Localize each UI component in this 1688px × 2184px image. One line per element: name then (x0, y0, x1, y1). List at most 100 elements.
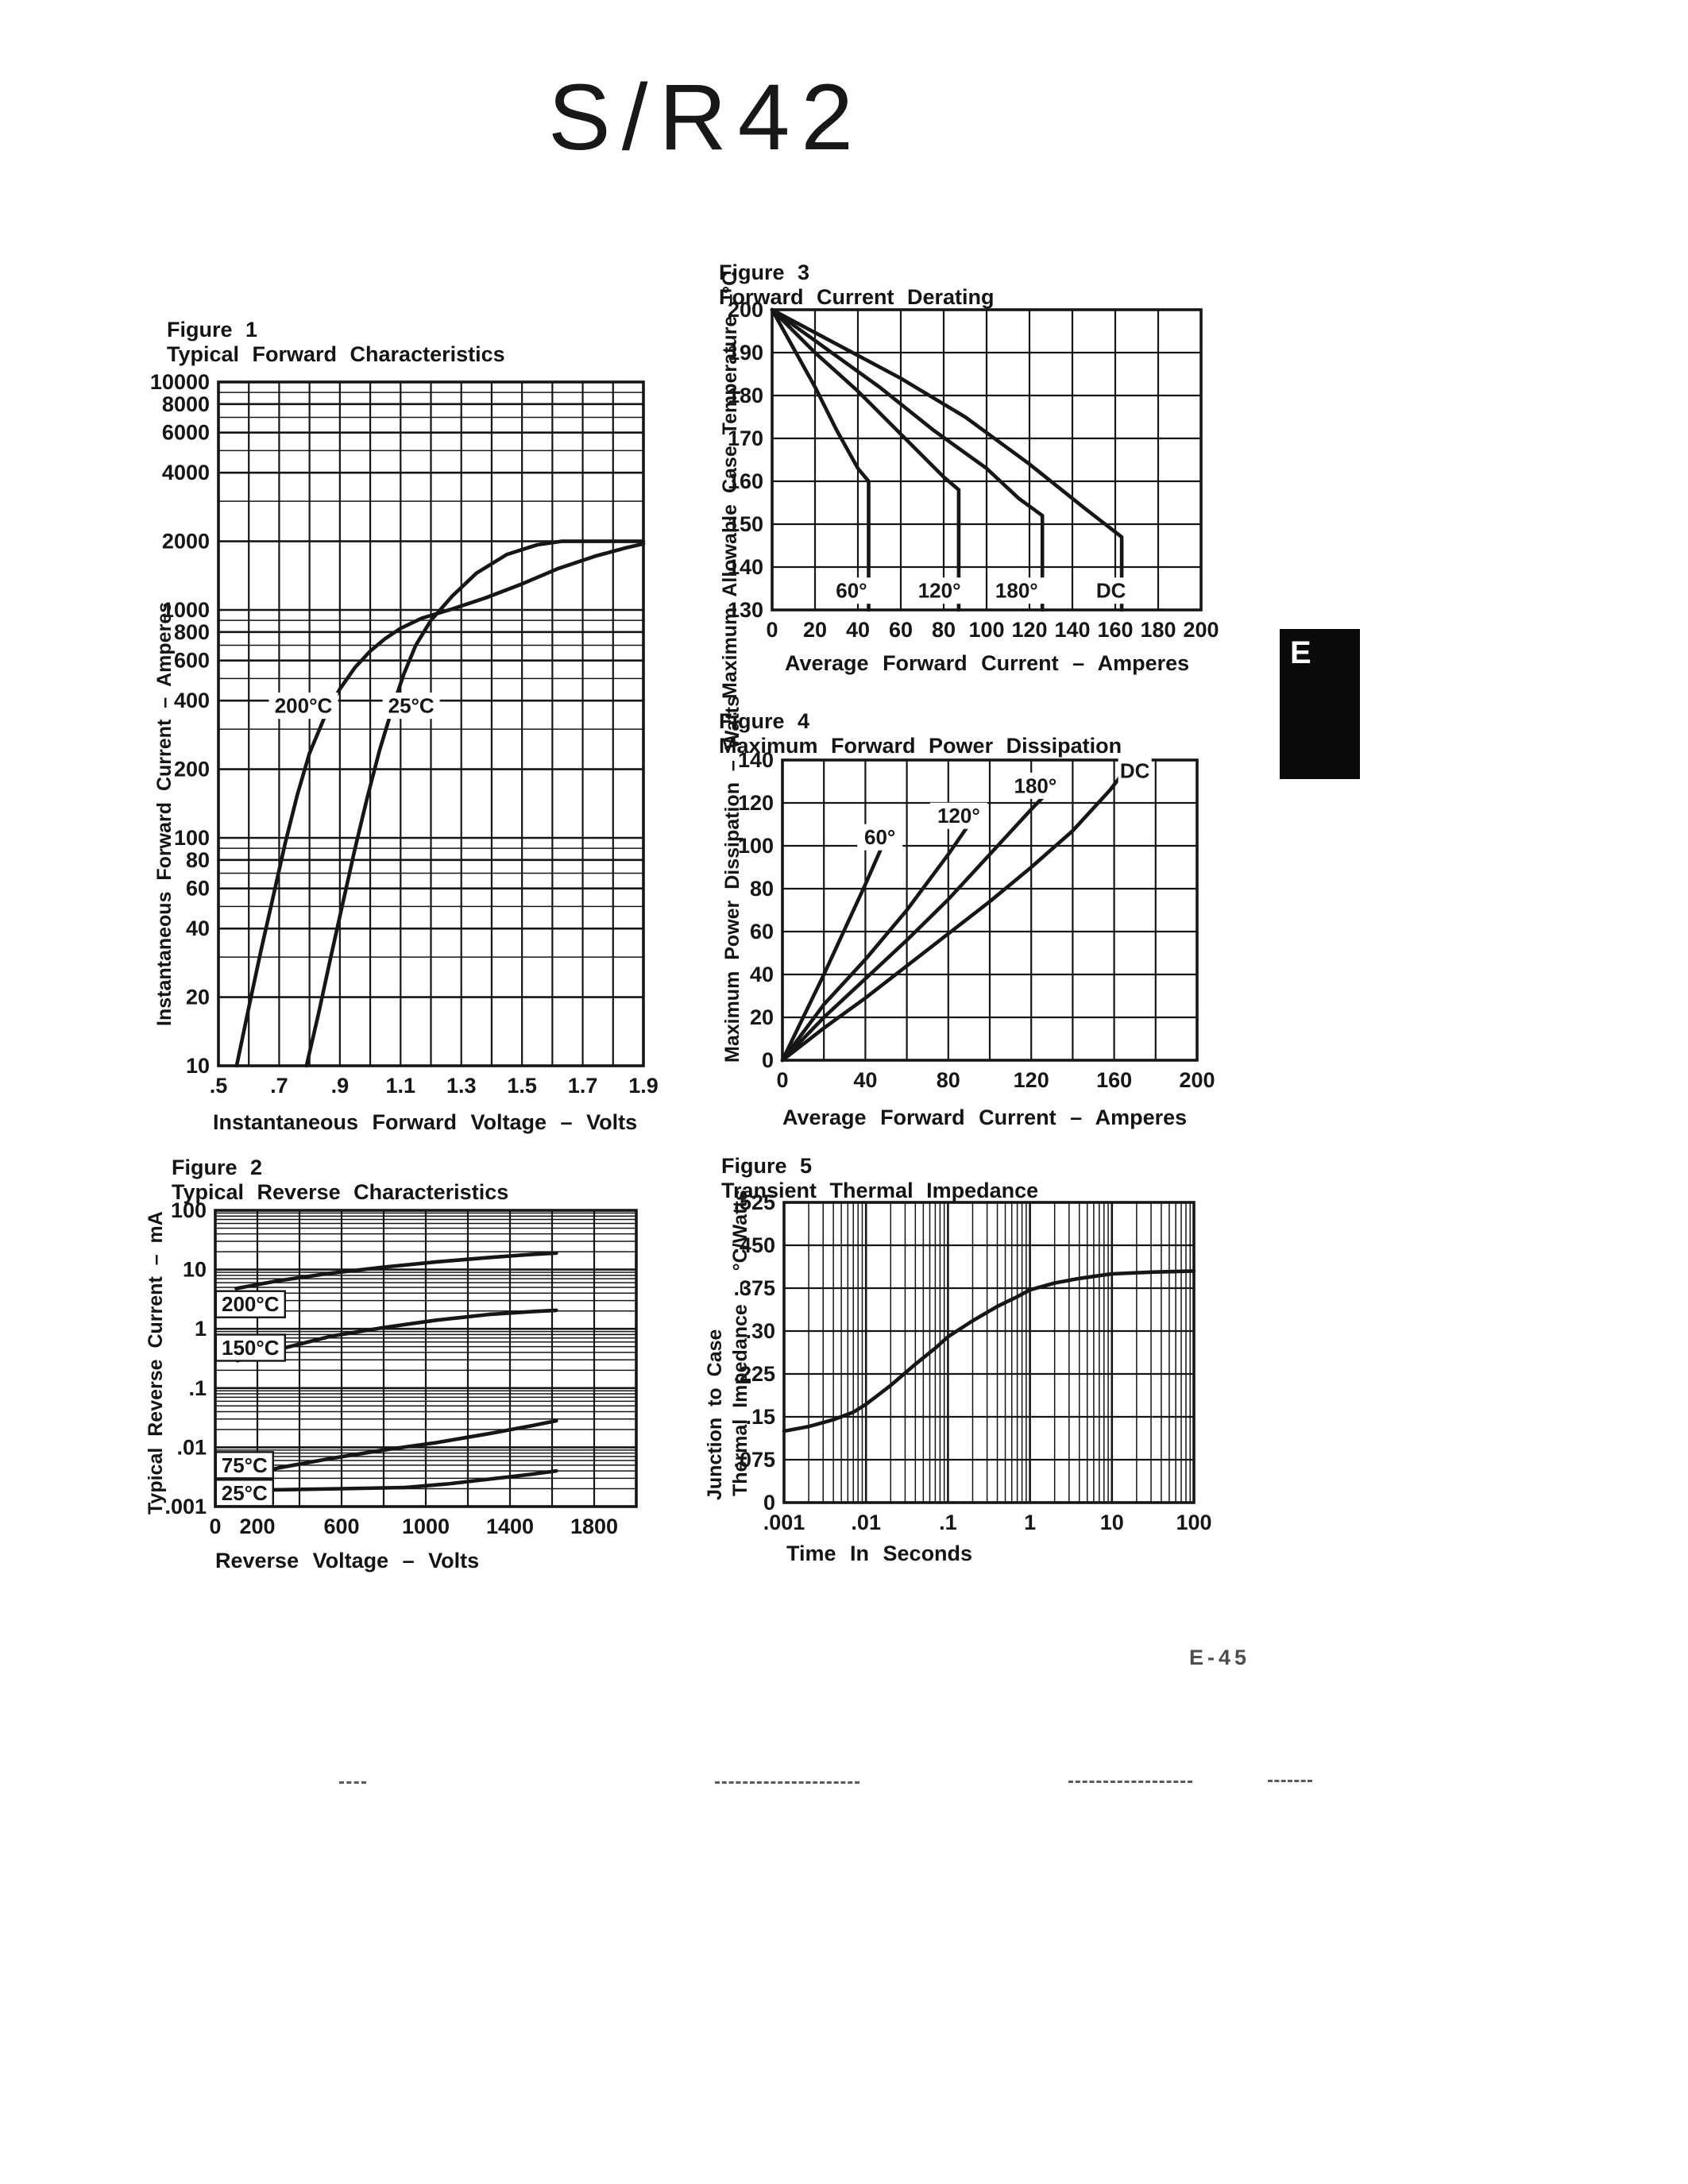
scan-artifact-dash (1268, 1780, 1312, 1782)
y-tick-label: 60 (186, 877, 210, 901)
x-tick-label: .1 (939, 1511, 957, 1534)
curve-dc (770, 307, 1124, 612)
curve-label: 25°C (388, 694, 435, 718)
y-tick-label: 10000 (150, 370, 210, 394)
curve-label: 180° (1014, 774, 1057, 797)
y-tick-label: .225 (733, 1362, 775, 1386)
x-tick-label: .001 (763, 1511, 805, 1534)
y-tick-label: 60 (750, 920, 774, 943)
figure3-caption-line1: Figure 3 (719, 260, 810, 284)
curve-25c (304, 539, 646, 1068)
y-tick-label: 20 (186, 986, 210, 1009)
x-tick-label: 600 (323, 1515, 359, 1538)
y-tick-label: .30 (745, 1319, 775, 1343)
y-tick-label: 800 (174, 620, 210, 644)
curve-label: 120° (918, 579, 961, 603)
x-tick-label: 200 (1183, 618, 1219, 642)
y-tick-label: 180 (728, 384, 763, 407)
y-tick-label: 100 (738, 834, 774, 858)
y-tick-label: .01 (176, 1435, 207, 1459)
curve-75c (237, 1418, 558, 1480)
figure4-caption-line1: Figure 4 (719, 709, 810, 733)
x-tick-label: 1.5 (507, 1074, 537, 1098)
x-tick-label: .9 (331, 1074, 350, 1098)
curve-label: DC (1120, 759, 1150, 783)
y-tick-label: 150 (728, 512, 763, 536)
y-tick-label: 40 (750, 963, 774, 986)
curve-label: 200°C (275, 694, 333, 718)
y-tick-label: 170 (728, 426, 763, 450)
y-tick-label: 160 (728, 469, 763, 493)
x-tick-label: 120 (1014, 1068, 1049, 1092)
y-tick-label: 6000 (162, 421, 210, 445)
curve-180 (770, 307, 1045, 612)
x-tick-label: 200 (239, 1515, 275, 1538)
section-tab-letter: E (1290, 635, 1311, 670)
x-tick-label: 1.3 (446, 1074, 477, 1098)
figure1-caption: Figure 1 Typical Forward Characteristics (167, 318, 505, 367)
y-tick-label: 4000 (162, 461, 210, 484)
y-tick-label: 140 (738, 748, 774, 772)
x-tick-label: 1400 (486, 1515, 534, 1538)
x-tick-label: 80 (937, 1068, 960, 1092)
figure2-caption-line2: Typical Reverse Characteristics (172, 1180, 509, 1204)
curve-label: DC (1096, 579, 1126, 603)
x-tick-label: 160 (1097, 618, 1133, 642)
y-tick-label: 400 (174, 689, 210, 712)
curve-180 (780, 790, 1050, 1063)
x-tick-label: 40 (846, 618, 870, 642)
page-number: E-45 (1189, 1646, 1251, 1669)
curve-200c (234, 542, 646, 1068)
scan-artifact-dash (1068, 1781, 1192, 1783)
curve-120 (780, 822, 971, 1063)
y-tick-label: 200 (728, 298, 763, 322)
figure4-x-axis-label: Average Forward Current – Amperes (782, 1106, 1188, 1129)
fig3-chart: 60° 120° 180° DC 0 20 40 60 80 100 120 140 160 180 200… (728, 298, 1219, 642)
y-tick-label: .15 (745, 1405, 775, 1429)
section-index-tab: E (1280, 629, 1360, 779)
curve-60 (780, 835, 888, 1063)
curve-label: 60° (836, 579, 867, 603)
y-tick-label: .1 (188, 1376, 207, 1400)
curve-label: 75°C (222, 1453, 268, 1477)
curve-label: 200°C (222, 1292, 280, 1316)
y-tick-label: .001 (164, 1495, 207, 1518)
curve-label: 180° (995, 579, 1038, 603)
x-tick-label: 0 (209, 1515, 221, 1538)
curve-150c (235, 1308, 558, 1363)
x-tick-label: 20 (803, 618, 827, 642)
x-tick-label: 80 (932, 618, 956, 642)
x-tick-label: 10 (1100, 1511, 1124, 1534)
y-tick-label: .450 (733, 1233, 775, 1257)
curve-25c (261, 1468, 558, 1492)
x-tick-label: 180 (1140, 618, 1176, 642)
figure1-x-axis-label: Instantaneous Forward Voltage – Volts (213, 1110, 638, 1134)
curve-60 (770, 307, 871, 612)
x-tick-label: 0 (766, 618, 778, 642)
x-tick-label: 100 (968, 618, 1004, 642)
fig4-chart: 60° 120° 180° DC 0 40 80 120 160 200 0 20 40 60 80 100 1… (738, 748, 1215, 1092)
curve-thermalimpedance (782, 1269, 1196, 1433)
x-tick-label: 40 (853, 1068, 877, 1092)
y-tick-label: .375 (733, 1276, 775, 1300)
fig5-chart: .001 .01 .1 1 10 100 0 .075 .15 .225 .30 .375 .450 .5… (733, 1190, 1211, 1534)
y-tick-label: .075 (733, 1448, 775, 1472)
figure3-caption: Figure 3 Forward Current Derating (719, 260, 995, 310)
curve-label: 150°C (222, 1336, 280, 1360)
curve-200c (234, 1251, 558, 1291)
scan-artifact-dash (715, 1781, 859, 1784)
figure5-caption-line2: Transient Thermal Impedance (721, 1179, 1039, 1202)
figure5-caption: Figure 5 Transient Thermal Impedance (721, 1154, 1038, 1203)
x-tick-label: 100 (1176, 1511, 1211, 1534)
x-tick-label: 1 (1024, 1511, 1036, 1534)
y-tick-label: 0 (762, 1048, 774, 1072)
curve-label: 120° (937, 804, 980, 828)
page-title: S/R42 (548, 65, 864, 170)
y-tick-label: 100 (174, 826, 210, 850)
y-tick-label: 8000 (162, 392, 210, 416)
fig1-chart: 200°C 25°C .5 .7 .9 1.1 1.3 1.5 1.7 1.9 10 20 40 60 80… (150, 370, 659, 1098)
y-tick-label: 100 (171, 1198, 207, 1222)
y-tick-label: 20 (750, 1005, 774, 1029)
figure5-x-axis-label: Time In Seconds (786, 1542, 973, 1565)
